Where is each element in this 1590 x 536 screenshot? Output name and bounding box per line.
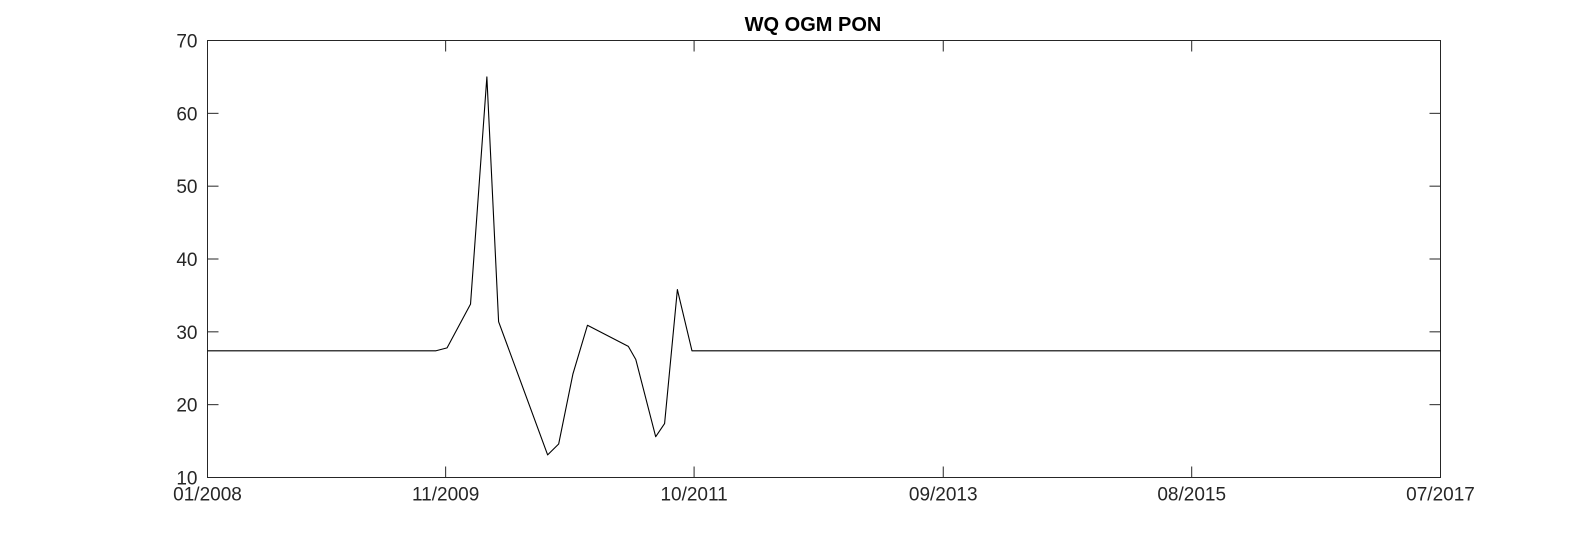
plot-area xyxy=(207,40,1441,478)
y-tick-label: 10 xyxy=(176,469,197,490)
x-tick-label: 08/2015 xyxy=(1157,485,1226,506)
series-group xyxy=(207,76,1441,456)
y-tick-label: 20 xyxy=(176,396,197,417)
y-tick-label: 40 xyxy=(176,250,197,271)
x-axis: 01/2008 11/2009 10/2011 09/2013 08/2015 07/20… xyxy=(173,40,1475,506)
y-tick-label: 60 xyxy=(176,104,197,125)
y-axis: 10 20 30 40 50 60 70 xyxy=(176,32,1441,490)
chart-title: WQ OGM PON xyxy=(745,14,882,36)
y-tick-label: 70 xyxy=(176,32,197,53)
x-tick-label: 01/2008 xyxy=(173,485,242,506)
x-tick-label: 11/2009 xyxy=(412,485,479,506)
y-tick-label: 30 xyxy=(176,323,197,344)
x-tick-label: 09/2013 xyxy=(909,485,978,506)
series-line xyxy=(207,76,1441,456)
x-tick-label: 10/2011 xyxy=(660,485,727,506)
x-tick-label: 07/2017 xyxy=(1406,485,1475,506)
y-tick-label: 50 xyxy=(176,177,197,198)
